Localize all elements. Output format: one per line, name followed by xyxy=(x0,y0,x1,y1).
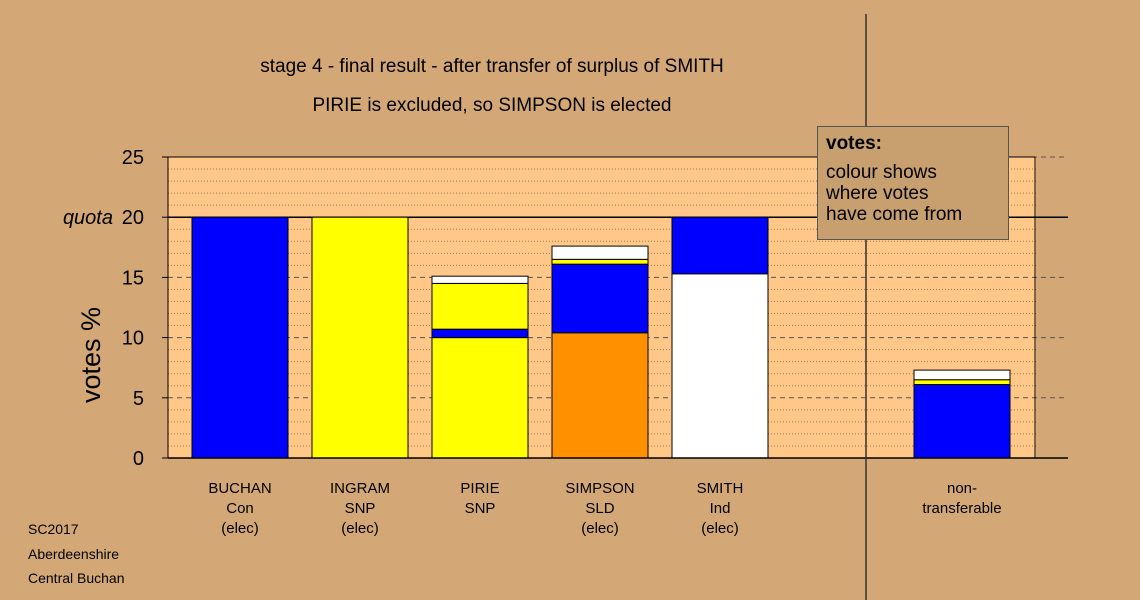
legend-line: colour shows xyxy=(826,162,937,183)
category-label-line: PIRIE xyxy=(460,480,500,497)
category-label-line: (elec) xyxy=(221,520,259,537)
category-label-line: SIMPSON xyxy=(565,480,635,497)
category-label-simpson: SIMPSON SLD (elec) xyxy=(540,479,660,539)
bar-pirie-segment xyxy=(431,275,529,284)
category-label-smith: SMITH Ind (elec) xyxy=(660,479,780,539)
legend-title: votes: xyxy=(826,133,882,154)
legend-line: have come from xyxy=(826,204,963,225)
bar-simpson-segment xyxy=(551,258,649,265)
bar-simpson-segment xyxy=(551,263,649,334)
y-tick-label: 20 xyxy=(122,207,144,229)
footer-year: SC2017 xyxy=(28,521,79,537)
category-label-line: SNP xyxy=(464,500,496,517)
category-label-line: (elec) xyxy=(701,520,739,537)
bar-nontransferable-segment xyxy=(913,384,1011,459)
category-label-line: (elec) xyxy=(581,520,619,537)
y-tick-label: 5 xyxy=(133,388,144,410)
bar-buchan-segment xyxy=(191,216,289,459)
quota-label: quota xyxy=(63,207,113,229)
category-label-line: SMITH xyxy=(696,480,744,497)
chart-title: stage 4 - final result - after transfer … xyxy=(260,56,724,77)
bar-nontransferable-segment xyxy=(913,379,1011,386)
bar-pirie-segment xyxy=(431,337,529,459)
footer-council: Aberdeenshire xyxy=(28,546,120,562)
y-tick-label: 10 xyxy=(122,328,144,350)
bar-simpson-segment xyxy=(551,245,649,260)
tick-labels: 0 5 10 15 20 25 quota xyxy=(63,147,144,470)
y-tick-label: 15 xyxy=(122,267,144,289)
y-axis-label: votes % xyxy=(76,307,106,403)
footer-ward: Central Buchan xyxy=(28,570,125,586)
category-label-line: transferable xyxy=(922,500,1002,517)
category-label-line: BUCHAN xyxy=(208,480,272,497)
legend: votes: colour shows where votes have com… xyxy=(817,126,1009,240)
chart-subtitle: PIRIE is excluded, so SIMPSON is elected xyxy=(312,95,671,116)
bar-simpson-segment xyxy=(551,332,649,459)
category-label-ingram: INGRAM SNP (elec) xyxy=(300,479,420,539)
category-label-line: Con xyxy=(226,500,254,517)
legend-line: where votes xyxy=(826,183,929,204)
category-label-line: non- xyxy=(946,480,978,497)
bar-smith-segment xyxy=(671,273,769,459)
bar-nontransferable-segment xyxy=(913,369,1011,381)
category-label-buchan: BUCHAN Con (elec) xyxy=(180,479,300,539)
category-label-pirie: PIRIE SNP xyxy=(420,479,540,519)
y-tick-label: 0 xyxy=(133,448,144,470)
bar-pirie-segment xyxy=(431,282,529,330)
category-label-line: SLD xyxy=(585,500,615,517)
bar-ingram-segment xyxy=(311,216,409,459)
category-label-line: INGRAM xyxy=(330,480,390,497)
bars xyxy=(191,216,1011,459)
category-label-line: SNP xyxy=(344,500,376,517)
category-label-nontransferable: non-transferable xyxy=(902,479,1022,519)
bar-smith-segment xyxy=(671,216,769,275)
y-tick-label: 25 xyxy=(122,147,144,169)
category-label-line: (elec) xyxy=(341,520,379,537)
category-label-line: Ind xyxy=(709,500,731,517)
bar-pirie-segment xyxy=(431,328,529,339)
